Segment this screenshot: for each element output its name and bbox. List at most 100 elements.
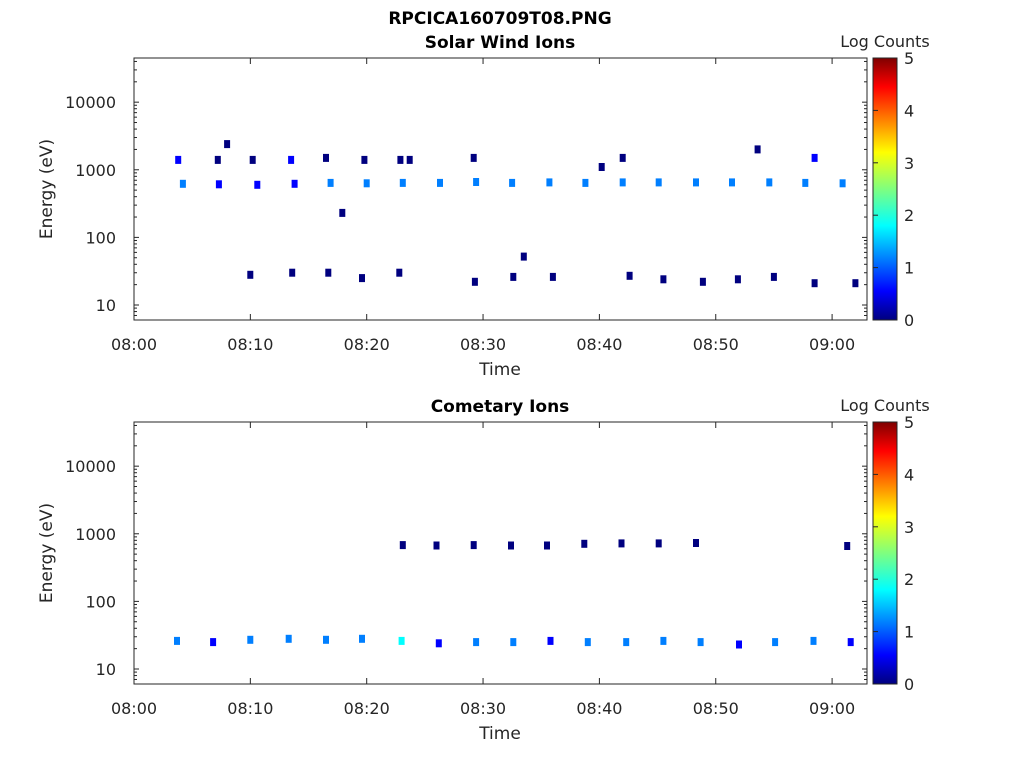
- heatmap-cell: [397, 155, 404, 164]
- heatmap-cell: [327, 178, 334, 187]
- y-tick-label: 10: [96, 296, 116, 315]
- heatmap-cell: [509, 178, 516, 187]
- x-tick-label: 08:20: [344, 699, 390, 718]
- heatmap-cell: [291, 179, 298, 188]
- x-ticks: 08:00 08:10 08:20 08:30 08:40 08:50 09:00: [111, 422, 855, 718]
- y-ticks: 10 100 1000 10000: [65, 60, 867, 321]
- y-axis-label: Energy (eV): [37, 139, 57, 239]
- heatmap-cell: [736, 640, 742, 649]
- x-tick-label: 08:10: [227, 335, 273, 354]
- colorbar-label: Log Counts: [840, 32, 930, 51]
- y-tick-label: 10000: [65, 457, 116, 476]
- heatmap-cell: [520, 252, 527, 261]
- heatmap-cell: [697, 638, 704, 647]
- heatmap-cell: [361, 155, 368, 164]
- heatmap-cell: [619, 178, 626, 187]
- x-tick-label: 08:40: [576, 335, 622, 354]
- plot-area: [133, 57, 868, 321]
- heatmap-cell: [399, 178, 406, 187]
- heatmap-cell: [247, 635, 254, 644]
- heatmap-cell: [325, 268, 332, 277]
- heatmap-cell: [839, 179, 846, 188]
- heatmap-cell: [224, 140, 231, 149]
- colorbar-ticks: 0 1 2 3 4 5: [873, 413, 914, 694]
- heatmap-cell: [844, 542, 851, 550]
- heatmap-cell: [363, 179, 370, 188]
- figure-title: RPCICA160709T08.PNG: [388, 9, 611, 29]
- heatmap-cell: [437, 178, 443, 187]
- colorbar-tick-label: 1: [904, 623, 914, 642]
- x-tick-label: 08:30: [460, 699, 506, 718]
- heatmap-cell: [598, 163, 605, 171]
- colorbar-tick-label: 3: [904, 154, 914, 173]
- heatmap-cell: [359, 634, 365, 643]
- panel-title: Solar Wind Ions: [425, 33, 576, 53]
- heatmap-cell: [734, 275, 741, 284]
- plot-area: [133, 421, 868, 685]
- colorbar-tick-label: 3: [904, 518, 914, 537]
- x-axis-label: Time: [478, 360, 521, 380]
- y-axis-label: Energy (eV): [37, 503, 57, 603]
- y-tick-label: 10000: [65, 93, 116, 112]
- heatmap-cell: [581, 539, 588, 548]
- x-tick-label: 08:20: [344, 335, 390, 354]
- colorbar-tick-label: 4: [904, 465, 914, 484]
- heatmap-cell: [285, 634, 292, 643]
- heatmap-cell: [510, 272, 517, 281]
- colorbar-tick-label: 5: [904, 413, 914, 432]
- x-tick-label: 09:00: [809, 335, 855, 354]
- heatmap-cell: [847, 638, 854, 647]
- heatmap-cell: [174, 636, 180, 645]
- colorbar-tick-label: 1: [904, 259, 914, 278]
- colorbar: [872, 57, 898, 321]
- heatmap-cell: [288, 155, 295, 164]
- y-tick-label: 10: [96, 660, 116, 679]
- y-ticks: 10 100 1000 10000: [65, 424, 867, 685]
- heatmap-cell: [655, 178, 662, 187]
- heatmap-cell: [549, 272, 556, 281]
- y-tick-label: 1000: [75, 525, 116, 544]
- x-axis-label: Time: [478, 724, 521, 744]
- x-tick-label: 08:40: [576, 699, 622, 718]
- heatmap-cell: [254, 180, 261, 189]
- heatmap-cell: [399, 541, 406, 550]
- heatmap-cell: [433, 541, 440, 550]
- x-tick-label: 08:50: [693, 335, 739, 354]
- heatmap-cell: [175, 155, 182, 164]
- heatmap-cell: [811, 153, 818, 162]
- heatmap-cell: [289, 268, 296, 277]
- heatmap-cell: [754, 145, 761, 154]
- heatmap-cell: [396, 268, 403, 277]
- heatmap-cell: [359, 274, 365, 283]
- heatmap-cell: [729, 178, 735, 187]
- heatmap-cell: [406, 155, 413, 164]
- heatmap-cell: [770, 272, 777, 281]
- heatmap-cell: [210, 638, 217, 647]
- x-tick-label: 08:30: [460, 335, 506, 354]
- heatmap-cell: [339, 208, 346, 217]
- panel-title: Cometary Ions: [431, 397, 570, 417]
- x-tick-label: 08:10: [227, 699, 273, 718]
- colorbar-tick-label: 4: [904, 101, 914, 120]
- heatmap-cell: [699, 277, 706, 286]
- x-tick-label: 09:00: [809, 699, 855, 718]
- heatmap-cell: [802, 178, 809, 187]
- x-ticks: 08:00 08:10 08:20 08:30 08:40 08:50 09:00: [111, 58, 855, 354]
- heatmap-cell: [470, 153, 477, 162]
- heatmap-cell: [623, 638, 630, 647]
- heatmap-cell: [473, 178, 480, 186]
- heatmap-cell: [693, 539, 699, 547]
- heatmap-cell: [546, 178, 553, 187]
- heatmap-cell: [510, 638, 517, 647]
- heatmap-cell: [660, 636, 667, 645]
- colorbar-tick-label: 5: [904, 49, 914, 68]
- heatmap-cell: [619, 153, 626, 162]
- heatmap-cell: [179, 179, 186, 188]
- colorbar-tick-label: 2: [904, 570, 914, 589]
- heatmap-cell: [470, 541, 477, 550]
- heatmap-cell: [810, 636, 817, 645]
- heatmap-cell: [214, 155, 221, 164]
